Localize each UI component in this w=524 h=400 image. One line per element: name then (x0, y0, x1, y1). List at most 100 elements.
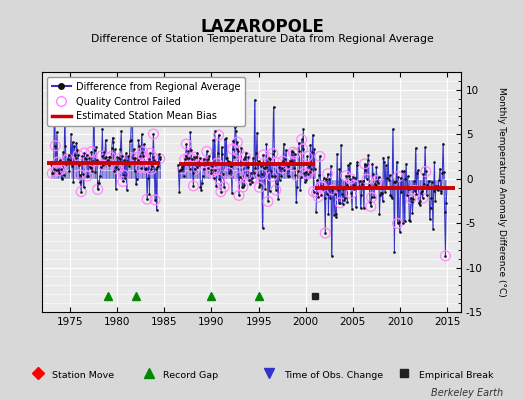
Point (370, 180, 379, 187)
Point (182, 141, 191, 147)
Point (367, 194, 376, 201)
Point (106, 154, 114, 160)
Point (198, 180, 206, 186)
Point (62, 161, 70, 167)
Point (280, 167, 289, 173)
Point (49, 166, 58, 172)
Point (82, 156, 90, 162)
Point (79, 171, 87, 177)
Point (291, 172, 300, 178)
Point (438, 190, 446, 197)
Point (347, 190, 355, 196)
Point (315, 153, 324, 160)
Point (197, 187, 205, 194)
Point (108, 134, 117, 141)
Point (222, 154, 230, 161)
Point (225, 158, 234, 165)
Text: Time of Obs. Change: Time of Obs. Change (283, 370, 383, 380)
Point (112, 164, 121, 170)
Point (244, 164, 252, 170)
Point (328, 253, 336, 259)
Point (286, 158, 294, 164)
Point (267, 168, 275, 174)
Point (398, 167, 407, 174)
Point (152, 207, 161, 213)
Point (331, 210, 340, 217)
Point (284, 162, 292, 169)
Point (151, 197, 159, 203)
Point (422, 191, 431, 198)
Point (225, 170, 233, 176)
Point (123, 158, 132, 164)
Point (359, 178, 367, 184)
Point (390, 249, 399, 256)
Point (139, 153, 147, 160)
Point (263, 159, 271, 166)
Point (347, 190, 355, 196)
Point (422, 168, 430, 175)
Point (47, 161, 56, 167)
Point (49, 170, 57, 176)
Point (155, 151, 163, 158)
Point (411, 145, 420, 151)
Point (236, 160, 245, 166)
Point (403, 191, 411, 198)
Point (433, 187, 442, 194)
Text: Berkeley Earth: Berkeley Earth (431, 388, 503, 398)
Point (359, 205, 368, 212)
Point (275, 164, 283, 170)
Point (292, 199, 300, 205)
Point (259, 152, 267, 158)
Point (421, 144, 429, 151)
Point (139, 153, 147, 160)
Point (208, 169, 216, 176)
Point (383, 184, 391, 190)
Point (430, 188, 438, 194)
Point (71, 152, 79, 158)
Point (416, 198, 424, 204)
Point (211, 167, 220, 173)
Point (309, 188, 318, 195)
Point (214, 132, 223, 138)
Point (322, 176, 330, 182)
Point (424, 185, 432, 192)
Point (257, 171, 266, 177)
Point (242, 150, 250, 156)
Point (381, 188, 389, 195)
Point (342, 182, 351, 188)
Point (436, 165, 444, 172)
Point (385, 176, 393, 183)
Point (236, 174, 244, 180)
Point (195, 155, 204, 162)
Point (368, 160, 377, 167)
Point (238, 184, 246, 190)
Point (90, 101, 98, 108)
Point (122, 150, 130, 156)
Point (350, 182, 358, 188)
Point (336, 200, 344, 206)
Point (206, 160, 214, 166)
Point (313, 177, 322, 183)
Point (114, 166, 122, 172)
Point (274, 196, 282, 202)
Point (293, 184, 301, 191)
Point (211, 128, 219, 135)
Point (56, 157, 64, 163)
Point (51, 143, 59, 149)
Point (262, 141, 270, 147)
Point (90, 147, 99, 154)
Point (244, 154, 253, 160)
Point (126, 137, 135, 143)
Point (287, 158, 295, 164)
Point (185, 166, 194, 173)
Point (403, 173, 412, 180)
Point (125, 163, 133, 169)
Point (279, 140, 288, 147)
Point (279, 158, 287, 164)
Point (412, 191, 421, 198)
Point (136, 153, 144, 159)
Point (317, 192, 325, 198)
Point (78, 153, 86, 160)
Point (148, 154, 157, 160)
Point (93, 186, 102, 192)
